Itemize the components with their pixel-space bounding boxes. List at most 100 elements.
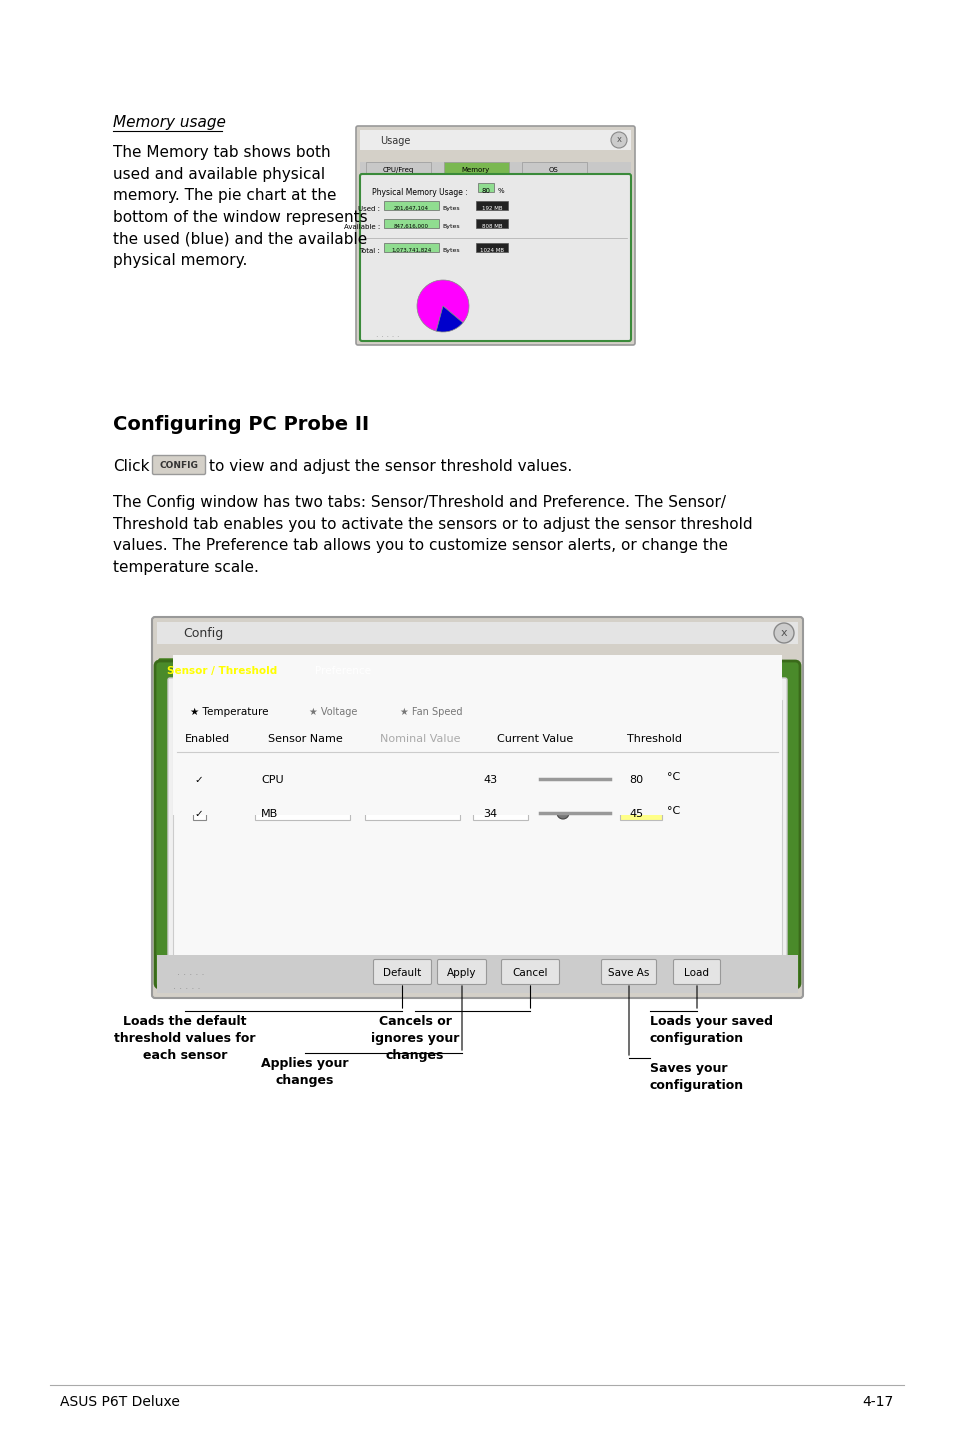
Bar bbox=[473, 772, 527, 787]
Bar bbox=[193, 774, 206, 787]
Text: The Config window has two tabs: Sensor/Threshold and Preference. The Sensor/
Thr: The Config window has two tabs: Sensor/T… bbox=[112, 495, 752, 575]
Text: Config: Config bbox=[183, 627, 223, 640]
Text: Default: Default bbox=[383, 968, 421, 978]
Bar bbox=[359, 129, 630, 150]
Text: Usage: Usage bbox=[379, 137, 410, 147]
Text: Bytes: Bytes bbox=[441, 247, 459, 253]
Text: Saves your
configuration: Saves your configuration bbox=[649, 1063, 743, 1091]
Text: 80: 80 bbox=[628, 775, 642, 785]
Circle shape bbox=[610, 132, 626, 148]
Text: Physical Memory Usage :: Physical Memory Usage : bbox=[372, 188, 467, 197]
FancyBboxPatch shape bbox=[152, 617, 802, 998]
Bar bbox=[384, 219, 438, 229]
FancyBboxPatch shape bbox=[374, 959, 431, 985]
FancyBboxPatch shape bbox=[673, 959, 720, 985]
Circle shape bbox=[557, 807, 568, 820]
Text: Apply: Apply bbox=[447, 968, 476, 978]
Bar bbox=[619, 772, 661, 787]
Text: CONFIG: CONFIG bbox=[159, 462, 198, 470]
Text: 1,073,741,824: 1,073,741,824 bbox=[391, 247, 431, 253]
FancyBboxPatch shape bbox=[159, 659, 286, 682]
Text: Bytes: Bytes bbox=[441, 206, 459, 211]
Bar bbox=[254, 807, 350, 820]
Text: Applies your
changes: Applies your changes bbox=[261, 1057, 349, 1087]
Bar bbox=[365, 807, 459, 820]
Text: . . . . .: . . . . . bbox=[177, 966, 204, 976]
FancyBboxPatch shape bbox=[168, 677, 786, 976]
Text: %: % bbox=[497, 188, 504, 194]
Bar bbox=[366, 162, 431, 175]
Text: 43: 43 bbox=[482, 775, 497, 785]
Text: Save As: Save As bbox=[608, 968, 649, 978]
FancyBboxPatch shape bbox=[175, 699, 283, 723]
Text: x: x bbox=[616, 135, 620, 144]
Bar bbox=[359, 162, 630, 178]
Text: Configuring PC Probe II: Configuring PC Probe II bbox=[112, 416, 369, 434]
FancyBboxPatch shape bbox=[355, 127, 635, 345]
Text: . . . . .: . . . . . bbox=[375, 329, 399, 339]
Wedge shape bbox=[436, 306, 462, 332]
Bar bbox=[172, 700, 781, 966]
Text: Sensor / Threshold: Sensor / Threshold bbox=[167, 666, 276, 676]
Text: Used :: Used : bbox=[357, 206, 379, 211]
FancyBboxPatch shape bbox=[359, 174, 630, 341]
Text: Loads your saved
configuration: Loads your saved configuration bbox=[649, 1015, 772, 1045]
FancyBboxPatch shape bbox=[501, 959, 558, 985]
Text: ★ Fan Speed: ★ Fan Speed bbox=[399, 707, 462, 718]
Circle shape bbox=[773, 623, 793, 643]
Text: ASUS P6T Deluxe: ASUS P6T Deluxe bbox=[60, 1395, 180, 1409]
Text: Cancels or
ignores your
changes: Cancels or ignores your changes bbox=[371, 1015, 458, 1063]
Bar bbox=[443, 162, 509, 175]
FancyBboxPatch shape bbox=[382, 699, 479, 723]
Bar bbox=[476, 243, 507, 252]
Text: Nominal Value: Nominal Value bbox=[379, 733, 459, 743]
Bar bbox=[477, 183, 494, 193]
Text: Load: Load bbox=[684, 968, 709, 978]
Text: 847,616,000: 847,616,000 bbox=[393, 224, 428, 229]
FancyBboxPatch shape bbox=[601, 959, 656, 985]
Text: ✓: ✓ bbox=[194, 810, 203, 820]
Text: Enabled: Enabled bbox=[184, 733, 230, 743]
Text: 45: 45 bbox=[628, 810, 642, 820]
Text: 4-17: 4-17 bbox=[862, 1395, 893, 1409]
Bar bbox=[384, 201, 438, 210]
Text: MB: MB bbox=[261, 810, 278, 820]
Text: Click: Click bbox=[112, 459, 150, 475]
Text: °C: °C bbox=[666, 807, 679, 815]
Text: x: x bbox=[780, 628, 786, 638]
Bar bbox=[521, 162, 586, 175]
FancyBboxPatch shape bbox=[152, 456, 205, 475]
Text: The Memory tab shows both
used and available physical
memory. The pie chart at t: The Memory tab shows both used and avail… bbox=[112, 145, 367, 267]
Text: 80: 80 bbox=[481, 188, 490, 194]
Text: to view and adjust the sensor threshold values.: to view and adjust the sensor threshold … bbox=[209, 459, 572, 475]
Bar bbox=[365, 772, 459, 787]
Text: Memory usage: Memory usage bbox=[112, 115, 226, 129]
FancyBboxPatch shape bbox=[154, 661, 800, 988]
Bar bbox=[157, 955, 797, 994]
Bar bbox=[254, 772, 350, 787]
Text: 808 MB: 808 MB bbox=[481, 224, 501, 229]
Bar bbox=[473, 807, 527, 820]
Wedge shape bbox=[416, 280, 469, 331]
Text: Loads the default
threshold values for
each sensor: Loads the default threshold values for e… bbox=[114, 1015, 255, 1063]
Text: CPU/Freq: CPU/Freq bbox=[382, 167, 414, 173]
Text: ✓: ✓ bbox=[194, 775, 203, 785]
Text: Current Value: Current Value bbox=[497, 733, 573, 743]
Text: 201,647,104: 201,647,104 bbox=[393, 206, 428, 211]
Text: 34: 34 bbox=[482, 810, 497, 820]
Text: 1024 MB: 1024 MB bbox=[479, 247, 503, 253]
FancyBboxPatch shape bbox=[288, 699, 377, 723]
FancyBboxPatch shape bbox=[292, 659, 394, 682]
Text: Threshold: Threshold bbox=[627, 733, 681, 743]
Bar bbox=[476, 201, 507, 210]
Text: Memory: Memory bbox=[461, 167, 490, 173]
Text: Sensor Name: Sensor Name bbox=[268, 733, 342, 743]
Text: ★ Voltage: ★ Voltage bbox=[309, 707, 356, 718]
Text: CPU: CPU bbox=[261, 775, 283, 785]
Text: ★ Temperature: ★ Temperature bbox=[190, 707, 268, 718]
Bar bbox=[193, 807, 206, 820]
Circle shape bbox=[561, 774, 574, 785]
Text: . . . . .: . . . . . bbox=[172, 981, 200, 991]
Text: Available :: Available : bbox=[343, 224, 379, 230]
Text: OS: OS bbox=[549, 167, 558, 173]
